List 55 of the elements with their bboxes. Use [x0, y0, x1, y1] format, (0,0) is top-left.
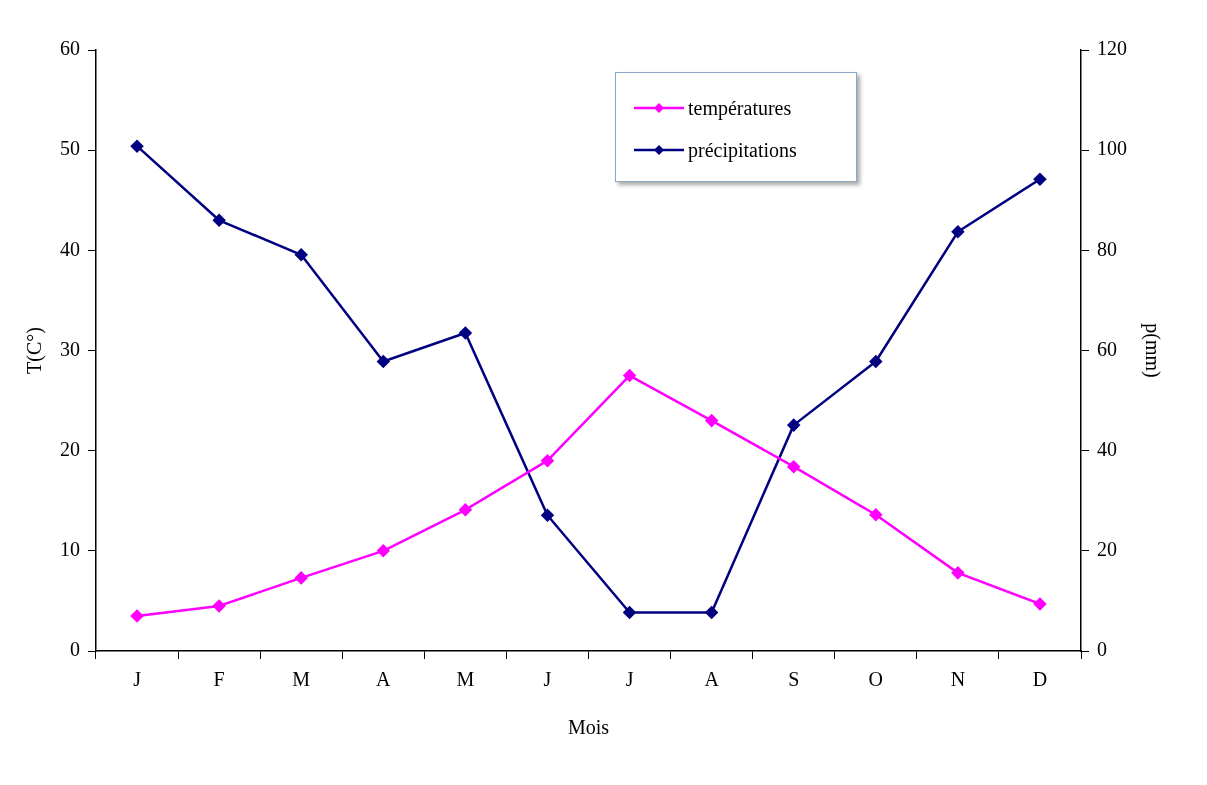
point	[130, 609, 144, 623]
point	[377, 544, 390, 558]
point	[377, 355, 390, 368]
point	[705, 414, 718, 427]
x-tick-label: O	[868, 668, 884, 691]
point	[623, 369, 636, 382]
y2-tick-label: 80	[1097, 237, 1117, 260]
legend-label: températures	[688, 96, 792, 120]
point	[705, 606, 718, 619]
y2-tick-label: 120	[1097, 37, 1127, 60]
point	[459, 326, 472, 340]
point	[1033, 597, 1047, 611]
point	[212, 214, 226, 227]
y-tick-label: 30	[60, 337, 80, 360]
y2-tick-label: 0	[1097, 638, 1107, 661]
x-tick-label: D	[1032, 668, 1048, 691]
point	[951, 566, 965, 580]
y2-tick-label: 20	[1097, 538, 1117, 561]
point	[869, 355, 883, 368]
y-tick-label: 10	[60, 538, 80, 561]
y-tick-label: 60	[60, 37, 80, 60]
y-tick-label: 50	[60, 137, 80, 160]
x-tick-label: N	[950, 668, 966, 691]
y2-tick-label: 100	[1097, 137, 1127, 160]
x-tick-label: J	[543, 668, 552, 691]
y-tick-label: 40	[60, 237, 80, 260]
y-tick-label: 0	[70, 638, 80, 661]
point	[294, 248, 308, 262]
y2-tick-label: 40	[1097, 437, 1117, 460]
point	[787, 460, 800, 473]
point	[1033, 172, 1047, 186]
point	[623, 606, 636, 619]
point	[541, 509, 554, 522]
x-tick-label: A	[704, 668, 720, 691]
y-tick-label: 20	[60, 437, 80, 460]
legend-label: précipitations	[688, 138, 797, 162]
x-tick-label: M	[456, 668, 475, 691]
point	[869, 508, 883, 522]
point	[951, 225, 965, 239]
y-axis-title: T(C°)	[23, 327, 47, 374]
x-tick-label: J	[625, 668, 634, 691]
point	[294, 571, 308, 585]
point	[787, 418, 800, 432]
point	[130, 139, 144, 153]
point	[212, 599, 226, 613]
point	[459, 503, 472, 517]
x-tick-label: M	[292, 668, 311, 691]
point	[541, 454, 554, 467]
y2-tick-label: 60	[1097, 337, 1117, 360]
x-axis-title: Mois	[567, 716, 610, 739]
x-tick-label: A	[376, 668, 392, 691]
x-tick-label: F	[213, 668, 225, 691]
x-tick-label: S	[788, 668, 800, 691]
x-tick-label: J	[133, 668, 142, 691]
y2-axis-title: p(mm)	[1140, 323, 1164, 378]
